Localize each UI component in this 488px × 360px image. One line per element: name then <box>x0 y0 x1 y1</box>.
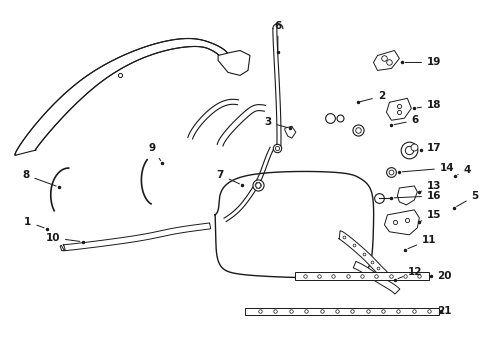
Polygon shape <box>373 50 399 71</box>
Text: 10: 10 <box>45 233 80 243</box>
Text: 1: 1 <box>24 217 44 228</box>
Text: 20: 20 <box>430 271 450 281</box>
Text: 18: 18 <box>416 100 441 110</box>
Text: 16: 16 <box>393 191 441 201</box>
Polygon shape <box>384 210 419 235</box>
Text: 6: 6 <box>274 21 281 50</box>
Text: 11: 11 <box>407 235 436 249</box>
Text: 19: 19 <box>405 58 441 67</box>
Polygon shape <box>244 307 438 315</box>
Text: 2: 2 <box>360 91 385 102</box>
Text: 3: 3 <box>264 117 286 127</box>
Polygon shape <box>386 98 410 120</box>
Text: 21: 21 <box>436 306 450 316</box>
Text: 13: 13 <box>419 181 441 192</box>
Polygon shape <box>338 231 386 278</box>
Text: 7: 7 <box>216 170 239 184</box>
Text: 6: 6 <box>393 115 418 125</box>
Polygon shape <box>397 186 416 205</box>
Polygon shape <box>218 50 249 75</box>
Text: 5: 5 <box>456 191 478 207</box>
Text: 4: 4 <box>457 165 470 175</box>
Text: 15: 15 <box>419 210 441 222</box>
Polygon shape <box>294 272 428 280</box>
Polygon shape <box>352 261 399 294</box>
Polygon shape <box>285 126 295 138</box>
Polygon shape <box>15 39 230 155</box>
Text: 12: 12 <box>397 267 422 279</box>
Polygon shape <box>60 223 210 251</box>
Text: 8: 8 <box>22 170 56 186</box>
Text: 14: 14 <box>401 163 454 173</box>
Text: 9: 9 <box>148 143 161 161</box>
Text: 17: 17 <box>421 143 441 153</box>
